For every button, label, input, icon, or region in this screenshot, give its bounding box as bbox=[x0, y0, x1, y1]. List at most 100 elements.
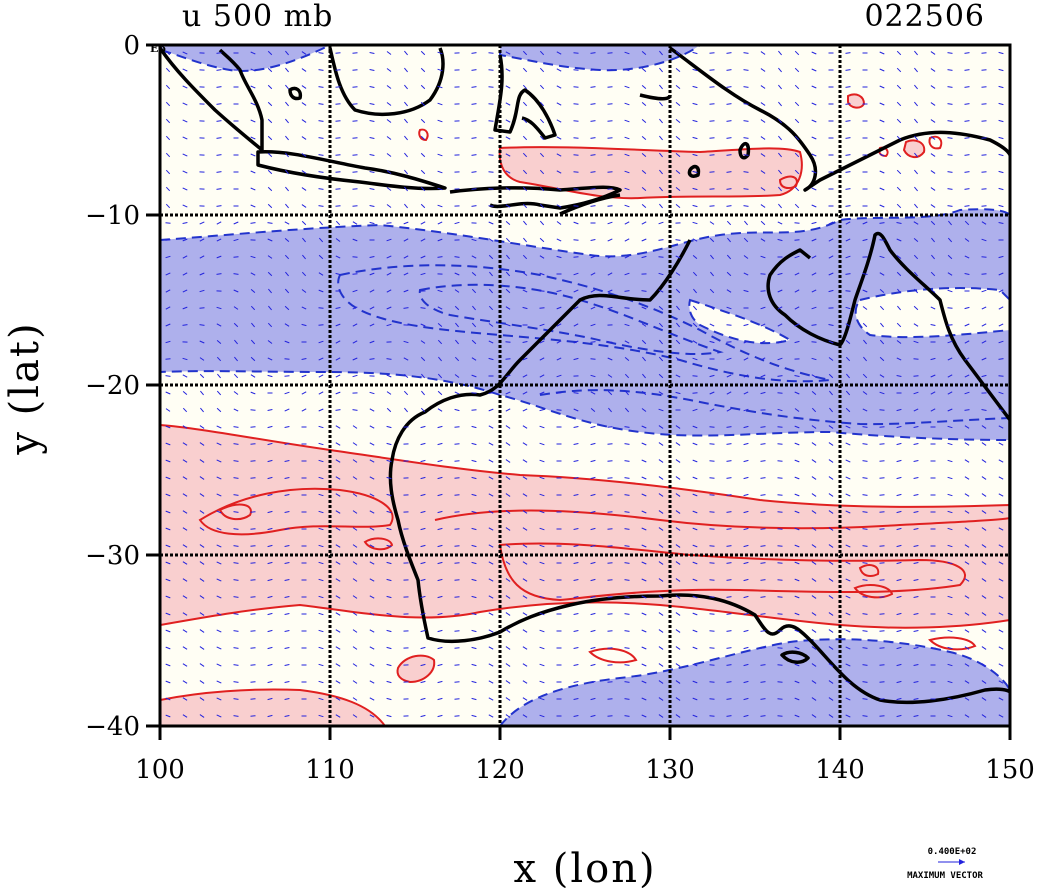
wind-vector bbox=[182, 476, 188, 480]
wind-vector bbox=[692, 68, 698, 72]
wind-vector bbox=[233, 322, 239, 328]
wind-vector bbox=[726, 154, 732, 156]
wind-vector bbox=[420, 323, 426, 327]
wind-vector bbox=[998, 102, 1004, 106]
wind-vector bbox=[947, 357, 953, 361]
wind-vector bbox=[947, 171, 953, 173]
wind-vector bbox=[964, 527, 970, 531]
wind-vector bbox=[454, 272, 460, 276]
wind-vector bbox=[794, 527, 800, 531]
wind-vector bbox=[165, 408, 171, 412]
wind-vector bbox=[998, 204, 1004, 208]
wind-vector bbox=[267, 714, 273, 718]
wind-vector bbox=[828, 289, 834, 293]
wind-vector bbox=[403, 390, 409, 396]
wind-vector bbox=[879, 170, 885, 174]
wind-vector bbox=[692, 221, 698, 225]
wind-vector bbox=[947, 272, 953, 276]
wind-vector bbox=[216, 697, 222, 701]
wind-vector bbox=[369, 289, 375, 293]
wind-vector bbox=[573, 289, 579, 293]
wind-vector bbox=[437, 51, 443, 55]
wind-vector bbox=[302, 237, 306, 243]
wind-vector bbox=[437, 204, 443, 208]
wind-vector bbox=[981, 561, 987, 565]
wind-vector bbox=[641, 578, 647, 582]
wind-vector bbox=[794, 289, 800, 293]
wind-vector bbox=[947, 307, 953, 309]
wind-vector bbox=[862, 562, 868, 564]
wind-vector bbox=[420, 493, 426, 497]
wind-vector bbox=[318, 595, 324, 599]
wind-vector bbox=[335, 493, 341, 497]
wind-vector bbox=[998, 358, 1004, 360]
wind-vector bbox=[404, 135, 408, 141]
wind-vector bbox=[709, 52, 715, 54]
wind-vector bbox=[335, 409, 341, 411]
wind-vector bbox=[335, 544, 341, 548]
wind-vector bbox=[539, 527, 545, 531]
wind-vector bbox=[624, 153, 630, 157]
negative-anomaly-regions bbox=[160, 45, 1010, 726]
wind-vector bbox=[335, 629, 341, 633]
wind-vector bbox=[914, 67, 918, 73]
wind-vector bbox=[692, 646, 698, 650]
wind-vector bbox=[896, 612, 902, 616]
wind-vector bbox=[794, 84, 800, 90]
wind-vector bbox=[845, 69, 851, 71]
wind-vector bbox=[981, 527, 987, 531]
wind-vector bbox=[896, 375, 902, 377]
wind-vector bbox=[488, 629, 494, 633]
wind-vector bbox=[675, 374, 681, 378]
wind-vector bbox=[471, 510, 477, 514]
wind-vector bbox=[845, 120, 851, 122]
wind-vector bbox=[659, 50, 663, 56]
wind-vector bbox=[200, 407, 204, 413]
y-tick-marks bbox=[146, 43, 160, 728]
wind-vector bbox=[471, 459, 477, 463]
wind-vector bbox=[743, 629, 749, 633]
wind-vector bbox=[471, 663, 477, 667]
wind-vector bbox=[590, 612, 596, 616]
wind-vector bbox=[590, 527, 596, 531]
wind-vector bbox=[964, 171, 970, 173]
wind-vector bbox=[165, 425, 171, 429]
wind-vector bbox=[301, 170, 307, 174]
wind-vector bbox=[760, 340, 766, 344]
wind-vector bbox=[624, 545, 630, 547]
wind-vector bbox=[420, 561, 426, 565]
wind-vector bbox=[216, 120, 222, 122]
wind-vector bbox=[386, 697, 392, 701]
wind-vector bbox=[913, 391, 919, 395]
wind-vector bbox=[420, 425, 426, 429]
wind-vector bbox=[505, 391, 511, 395]
wind-vector bbox=[760, 528, 766, 530]
wind-vector bbox=[828, 544, 834, 548]
wind-vector bbox=[794, 629, 800, 633]
wind-vector bbox=[182, 527, 188, 531]
wind-vector bbox=[199, 544, 205, 548]
wind-vector bbox=[692, 119, 698, 123]
wind-vector bbox=[845, 680, 851, 684]
wind-vector bbox=[964, 220, 970, 226]
wind-vector bbox=[760, 51, 766, 55]
wind-vector bbox=[403, 289, 409, 293]
wind-vector bbox=[505, 204, 511, 208]
wind-vector bbox=[607, 664, 613, 666]
wind-vector bbox=[267, 697, 273, 701]
wind-vector bbox=[556, 392, 562, 394]
wind-vector bbox=[879, 664, 885, 666]
wind-vector bbox=[182, 153, 188, 157]
wind-vector bbox=[590, 103, 596, 105]
wind-vector bbox=[998, 476, 1004, 480]
wind-vector bbox=[913, 630, 919, 632]
wind-vector bbox=[641, 561, 647, 565]
wind-vector bbox=[420, 595, 426, 599]
wind-vector bbox=[998, 272, 1004, 276]
wind-vector bbox=[165, 169, 171, 175]
wind-vector bbox=[947, 561, 953, 565]
wind-vector bbox=[743, 680, 749, 684]
wind-vector bbox=[811, 714, 817, 718]
wind-vector bbox=[199, 272, 205, 276]
wind-vector bbox=[573, 392, 579, 394]
